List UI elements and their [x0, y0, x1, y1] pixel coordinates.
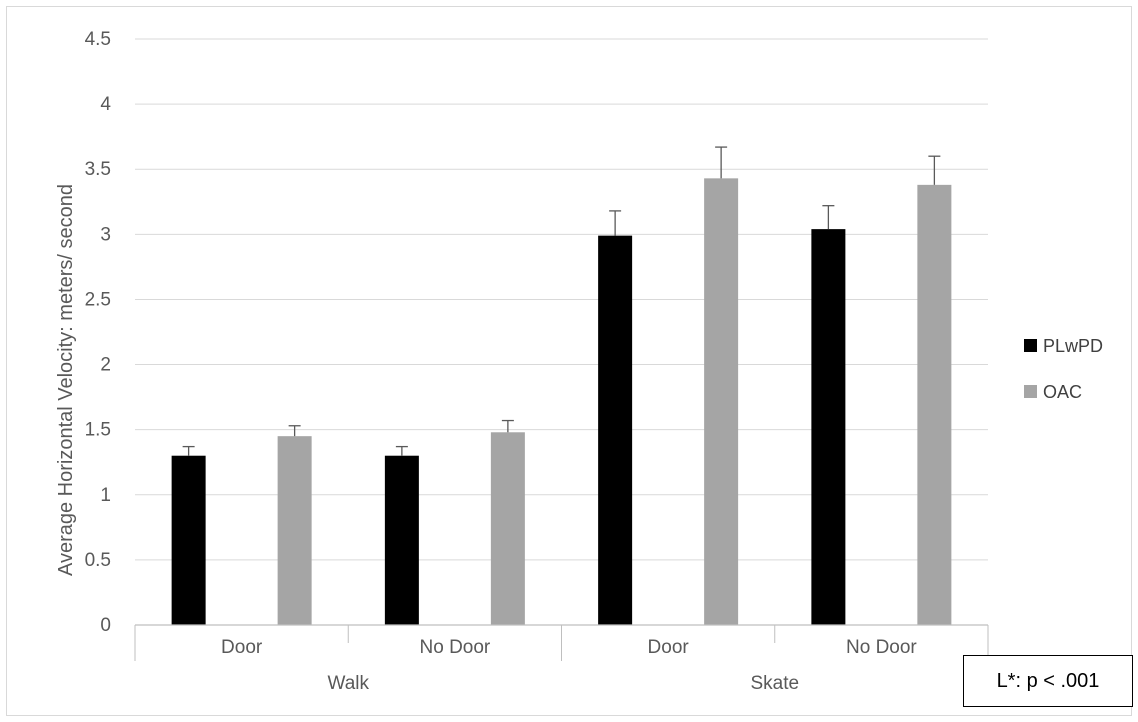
y-tick-label: 0.5: [85, 550, 111, 571]
legend-label: PLwPD: [1043, 336, 1103, 356]
y-tick-label: 0: [100, 615, 111, 636]
y-axis-title: Average Horizontal Velocity: meters/ sec…: [55, 184, 77, 576]
bar: [490, 432, 525, 625]
y-tick-label: 2: [100, 355, 111, 376]
bar: [598, 235, 633, 625]
legend-swatch: [1024, 385, 1037, 398]
bar: [917, 184, 952, 626]
y-tick-label: 2.5: [85, 289, 111, 310]
x-group-label: Skate: [750, 673, 799, 694]
legend-label: OAC: [1043, 382, 1082, 402]
x-category-label: No Door: [846, 637, 917, 658]
gridlines: [135, 38, 988, 561]
significance-note: L*: p < .001: [963, 655, 1133, 707]
x-category-label: No Door: [420, 637, 491, 658]
y-tick-label: 4: [100, 94, 111, 115]
x-group-label: Walk: [327, 673, 369, 694]
bar: [277, 436, 312, 625]
bar: [384, 455, 419, 625]
bar: [811, 229, 846, 625]
x-category-label: Door: [221, 637, 263, 658]
bars: [171, 146, 952, 626]
y-tick-label: 1: [100, 485, 111, 506]
y-tick-label: 4.5: [85, 29, 111, 50]
significance-note-text: L*: p < .001: [996, 669, 1100, 692]
y-tick-label: 3.5: [85, 159, 111, 180]
bar: [171, 455, 206, 625]
axes: 0 0.5 1 1.5 2 2.5 3 3.5 4 4.5 Door No Door Door No Do…: [85, 29, 989, 694]
y-tick-label: 3: [100, 224, 111, 245]
legend-swatch: [1024, 339, 1037, 352]
x-category-label: Door: [648, 637, 690, 658]
y-tick-label: 1.5: [85, 420, 111, 441]
bar: [704, 178, 739, 626]
legend: PLwPD OAC: [1024, 336, 1103, 402]
